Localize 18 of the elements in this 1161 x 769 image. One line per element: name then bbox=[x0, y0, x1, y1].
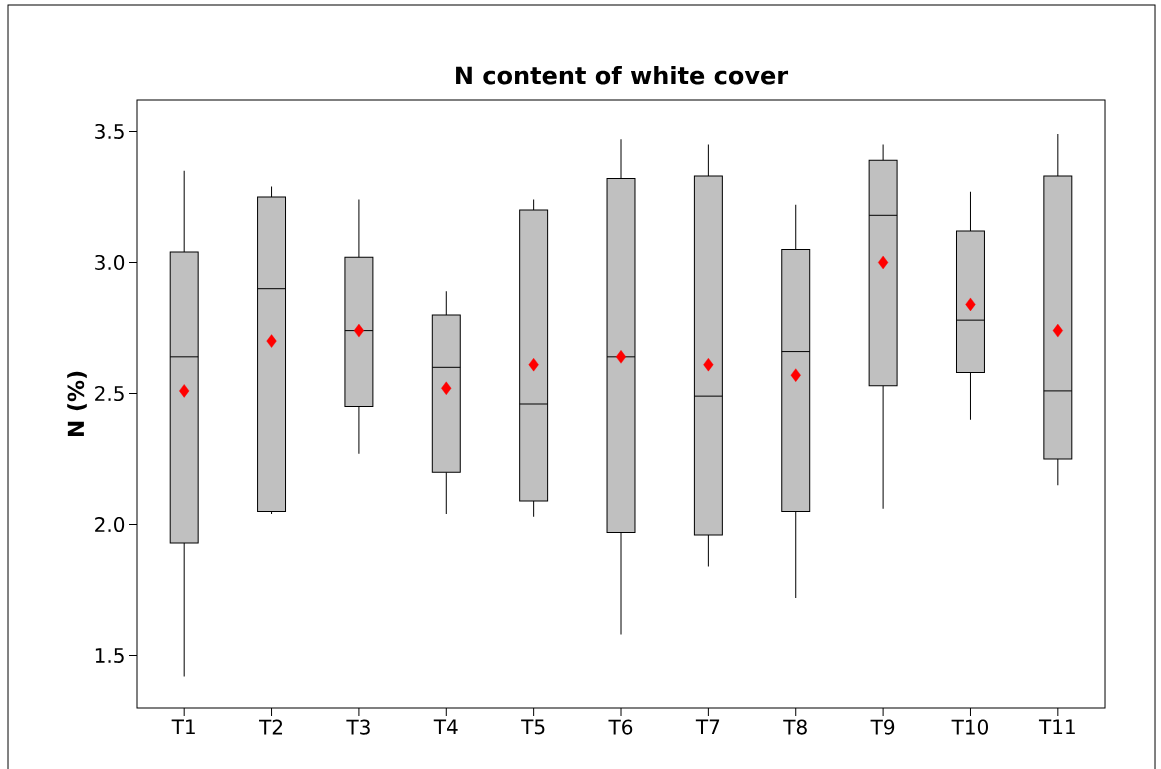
x-tick-label: T9 bbox=[870, 719, 895, 735]
y-tick-label: 3.0 bbox=[95, 254, 125, 271]
y-tick-label: 1.5 bbox=[95, 648, 124, 664]
x-tick-label: T10 bbox=[951, 719, 988, 735]
x-tick-label: T8 bbox=[783, 719, 807, 735]
x-tick-label: T3 bbox=[346, 719, 370, 735]
x-tick-label: T6 bbox=[608, 719, 633, 735]
x-tick-label: T11 bbox=[1038, 719, 1075, 735]
y-tick-label: 2.5 bbox=[95, 385, 124, 402]
x-tick-label: T4 bbox=[433, 719, 458, 735]
x-tick-label: T1 bbox=[171, 719, 195, 735]
x-tick-label: T2 bbox=[259, 719, 283, 735]
x-tick-label: T5 bbox=[521, 719, 545, 735]
chart-title: N content of white cover bbox=[456, 65, 789, 85]
x-tick-label: T7 bbox=[695, 719, 720, 735]
y-tick-label: 3.5 bbox=[95, 123, 124, 139]
y-tick-label: 2.0 bbox=[95, 516, 125, 533]
y-axis-title: N (%) bbox=[67, 371, 87, 437]
